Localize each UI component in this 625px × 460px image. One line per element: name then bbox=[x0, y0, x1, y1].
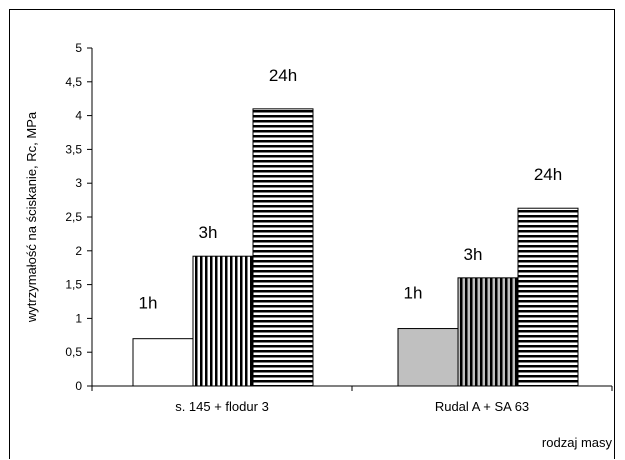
x-category-label: s. 145 + flodur 3 bbox=[175, 399, 269, 414]
axes: 0 0,5 1 1,5 2 2,5 3 3,5 4 4,5 5 s. 145 + flodur 3 Ru… bbox=[24, 41, 613, 450]
bar-label-1h: 1h bbox=[404, 284, 423, 303]
bar-label-3h: 3h bbox=[199, 223, 218, 242]
chart-frame bbox=[9, 9, 615, 459]
bar-label-24h: 24h bbox=[534, 165, 562, 184]
bar-3h-2 bbox=[457, 277, 519, 387]
x-axis-label: rodzaj masy bbox=[542, 435, 613, 450]
y-tick-label: 0,5 bbox=[65, 345, 82, 359]
bar-1h-1 bbox=[132, 338, 194, 387]
bar-label-3h: 3h bbox=[464, 245, 483, 264]
x-category-label: Rudal A + SA 63 bbox=[435, 399, 529, 414]
bar-24h-1 bbox=[252, 108, 314, 387]
bar-1h-2 bbox=[397, 328, 459, 387]
y-tick-label: 2 bbox=[75, 244, 82, 258]
y-tick-label: 2,5 bbox=[65, 210, 82, 224]
y-tick-label: 5 bbox=[75, 41, 82, 55]
y-tick-label: 4 bbox=[75, 109, 82, 123]
labels: 1h 1h 3h 3h 24h 24h bbox=[139, 66, 563, 313]
y-tick-label: 4,5 bbox=[65, 75, 82, 89]
bar-label-24h: 24h bbox=[269, 66, 297, 85]
y-tick-label: 1,5 bbox=[65, 278, 82, 292]
y-tick-label: 1 bbox=[75, 311, 82, 325]
y-tick-label: 0 bbox=[75, 379, 82, 393]
bar-24h-2 bbox=[517, 207, 579, 387]
bar-label-1h: 1h bbox=[139, 294, 158, 313]
bars bbox=[132, 108, 579, 387]
bar-3h-1 bbox=[192, 255, 254, 387]
y-tick-label: 3,5 bbox=[65, 142, 82, 156]
y-axis-label: wytrzymałość na ściskanie, Rc, MPa bbox=[24, 111, 39, 323]
y-tick-label: 3 bbox=[75, 176, 82, 190]
